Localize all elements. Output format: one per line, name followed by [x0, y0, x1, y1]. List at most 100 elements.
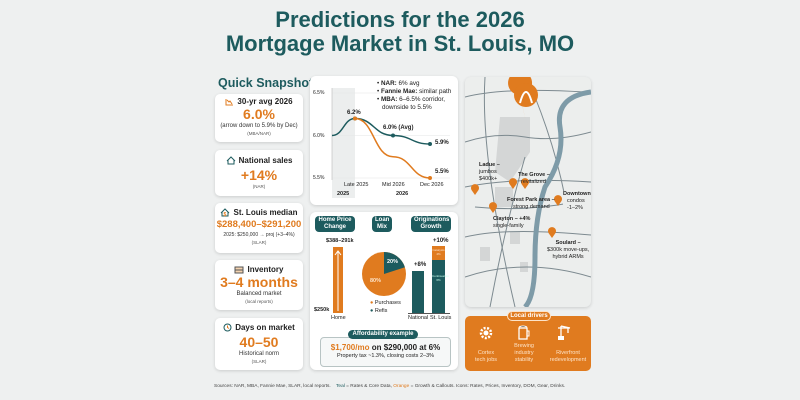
card-heading: Days on market [235, 323, 295, 332]
gear-icon [479, 326, 493, 340]
stl-xlabel: St. Louis [430, 315, 452, 321]
card-source: (SLAR) [251, 359, 267, 364]
data-point [428, 142, 432, 146]
year-2025-band [332, 88, 355, 198]
map-label-forest-park: Forest Park area – strong demand [507, 197, 555, 210]
card-value: 6.0% [243, 106, 275, 122]
local-drivers-panel [465, 316, 591, 371]
rate-chart-panel: • NAR: 6% avg • Fannie Mae: similar path… [310, 76, 458, 205]
national-bar [412, 271, 424, 313]
loan-mix-title: Loan Mix [372, 216, 392, 232]
affordability-title: Affordability example [348, 330, 418, 339]
legend-nar: • NAR: 6% avg [377, 80, 420, 87]
driver-cortex: Cortex tech jobs [474, 350, 497, 363]
rate-chart [331, 88, 450, 198]
card-heading: 30-yr avg 2026 [237, 97, 293, 106]
x-tick: Dec 2026 [420, 182, 444, 188]
card-value: 3–4 months [220, 274, 298, 290]
legend-mba-2: downside to 5.5% [382, 104, 432, 111]
data-point [428, 176, 432, 180]
footer-icons: Rates, Prices, Inventory, DOM, Gear, Dri… [470, 384, 566, 389]
footer-sources: Sources: NAR, MBA, Fannie Mae, SLAR, loc… [214, 384, 331, 389]
snapshot-title: Quick Snapshot [218, 76, 314, 90]
card-source: (SLAR) [251, 240, 267, 245]
affordability-box: $1,700/mo on $290,000 at 6% Property tax… [320, 337, 451, 367]
mississippi-river [523, 89, 591, 307]
inventory-icon [234, 266, 244, 273]
footer-teal-desc: = Rates & Core Data, [344, 384, 394, 389]
stl-continuation-segment: Continuation 6% [432, 274, 449, 282]
home-price-title: Home Price Change [315, 216, 355, 232]
driver-brewing: Brewing industry stability [514, 343, 534, 363]
local-drivers-title: Local drivers [507, 311, 551, 321]
home-price-top: $388–291k [326, 238, 354, 244]
peak-label: 6.2% [347, 110, 361, 116]
map-pin-icon [471, 184, 479, 195]
card-heading: St. Louis median [233, 208, 298, 217]
mid-label: 6.0% (Avg) [383, 125, 414, 131]
affordability-main: $1,700/mo on $290,000 at 6% [330, 343, 441, 352]
y-tick: 6.0% [313, 133, 325, 139]
card-heading: National sales [238, 156, 293, 165]
home-price-xlabel: Home [331, 315, 346, 321]
card-source: (local reports) [245, 299, 273, 304]
arch-pin-icon [508, 77, 538, 122]
house-icon [226, 156, 235, 165]
map [465, 77, 591, 307]
rate-legend: • NAR: 6% avg • Fannie Mae: similar path… [377, 80, 451, 112]
series-line-1 [354, 117, 431, 179]
card-sales: National sales +14% (NAR) [215, 150, 303, 196]
legend-purchases: ● Purchases [370, 300, 401, 306]
stl-value: +10% [433, 238, 449, 244]
card-inventory: Inventory 3–4 months Balanced market (lo… [215, 260, 303, 310]
card-source: (NAR) [252, 184, 266, 189]
card-sub: Balanced market [236, 291, 282, 297]
card-dom: Days on market 40–50 Historical norm (SL… [215, 318, 303, 370]
axis-line [408, 313, 450, 314]
series-line-0 [331, 117, 431, 145]
card-sub: 2025: $250,000 → proj (+3–4%) [223, 232, 295, 238]
driver-riverfront: Riverfront redevelopment [549, 350, 587, 363]
map-pin-icon [521, 178, 529, 189]
trend-down-icon [225, 98, 234, 105]
national-xlabel: National [408, 315, 429, 321]
year-label: 2025 [337, 191, 350, 197]
stl-bar: Catalysts 4% Continuation 6% [432, 246, 449, 313]
pie-slice-refis [384, 252, 405, 274]
map-pin-icon [509, 178, 517, 189]
map-pin-icon [489, 202, 497, 213]
card-value: 40–50 [239, 334, 279, 350]
refis-label: 20% [387, 259, 399, 265]
map-panel: Ladue – jumbos $400k+ The Grove – revitali… [465, 77, 591, 307]
map-pin-icon [554, 195, 562, 206]
house-dollar-icon: $ [221, 208, 230, 217]
year-label: 2026 [396, 191, 409, 197]
card-value: $288,400–$291,200 [216, 219, 302, 230]
originations-title: Originations Growth [411, 216, 451, 232]
data-point [353, 116, 357, 121]
map-label-clayton: Clayton – +4% single-family [493, 216, 531, 229]
data-point [391, 133, 395, 138]
footer-orange-desc: = Growth & Callouts. Icons: [409, 384, 471, 389]
title-line-1: Predictions for the 2026 [275, 7, 525, 32]
title-line-2: Mortgage Market in St. Louis, MO [225, 31, 575, 56]
page-title: Predictions for the 2026 Mortgage Market … [0, 8, 800, 56]
national-value: +8% [414, 262, 427, 268]
home-price-bar [333, 247, 343, 313]
home-price-bottom: $250k [314, 307, 330, 313]
x-tick: Late 2025 [344, 182, 369, 188]
end-teal-label: 5.9% [435, 140, 449, 146]
legend-mba: • MBA: 6–6.5% corridor, [377, 96, 446, 103]
card-rate: 30-yr avg 2026 6.0% (arrow down to 5.9% … [215, 94, 303, 142]
svg-text:$: $ [224, 212, 227, 217]
map-label-downtown: Downtown condos -1–2% [563, 191, 591, 212]
purchases-label: 80% [370, 278, 382, 284]
map-label-ladue: Ladue – jumbos $400k+ [479, 162, 500, 182]
map-label-soulard: Soulard – $300k move-ups, hybrid ARMs [547, 240, 590, 260]
arrow-up-icon [334, 250, 342, 311]
affordability-note: Property tax ~1.3%, closing costs 2–3% [336, 353, 435, 359]
stl-catalysts-segment: Catalysts 4% [432, 246, 445, 260]
card-heading: Inventory [247, 265, 284, 274]
map-label-grove: The Grove – revitalized [518, 172, 550, 185]
crane-icon [558, 325, 571, 340]
